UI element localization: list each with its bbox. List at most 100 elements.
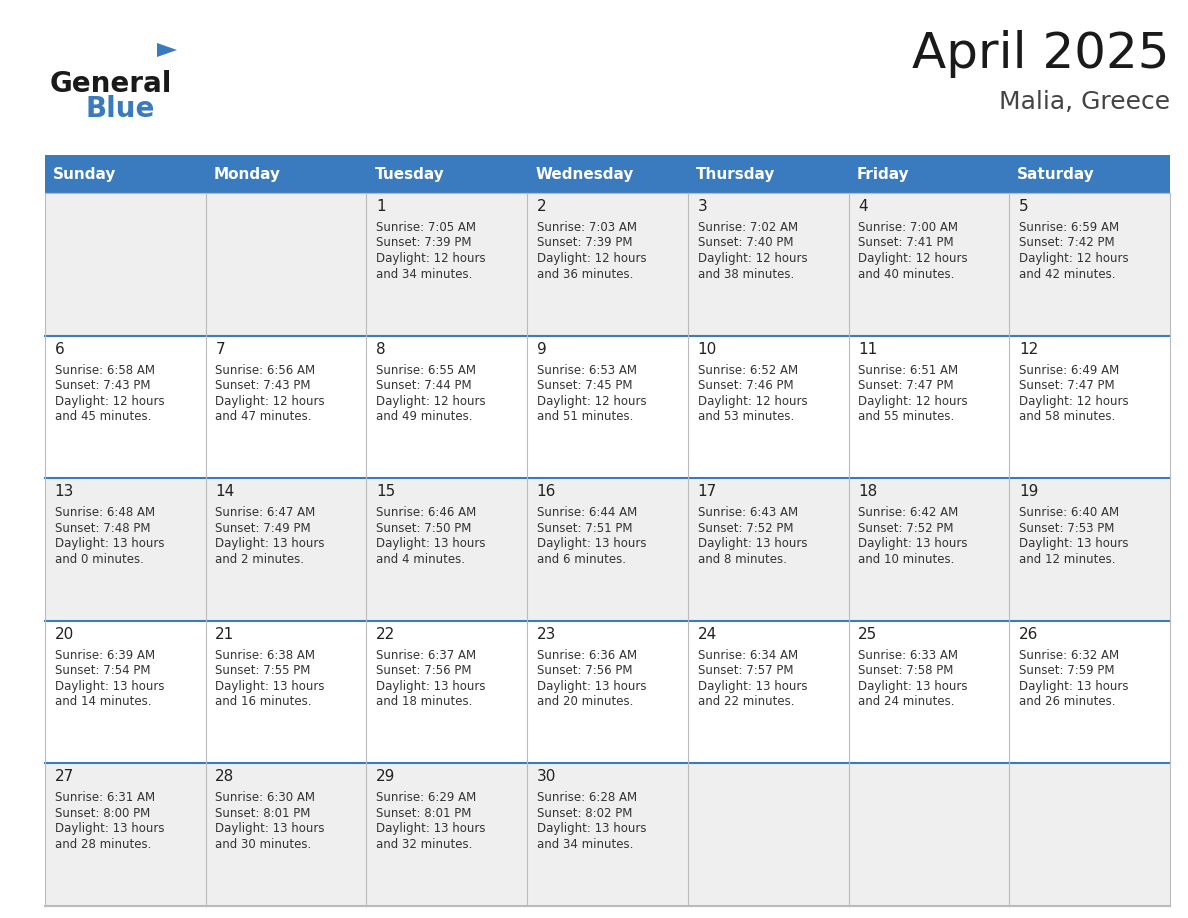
Text: and 22 minutes.: and 22 minutes. (697, 695, 794, 709)
Text: April 2025: April 2025 (912, 30, 1170, 78)
Bar (45, 155, 1170, 193)
Text: and 47 minutes.: and 47 minutes. (215, 410, 312, 423)
Text: and 49 minutes.: and 49 minutes. (377, 410, 473, 423)
Text: Saturday: Saturday (1017, 166, 1095, 182)
Text: and 38 minutes.: and 38 minutes. (697, 267, 794, 281)
Text: 18: 18 (858, 484, 878, 499)
Text: Sunrise: 6:37 AM: Sunrise: 6:37 AM (377, 649, 476, 662)
Text: Daylight: 13 hours: Daylight: 13 hours (215, 823, 324, 835)
Text: and 20 minutes.: and 20 minutes. (537, 695, 633, 709)
Text: Sunrise: 6:40 AM: Sunrise: 6:40 AM (1019, 506, 1119, 520)
Text: Sunset: 7:40 PM: Sunset: 7:40 PM (697, 237, 794, 250)
Text: 25: 25 (858, 627, 878, 642)
Text: General: General (50, 70, 172, 98)
Bar (45, 336, 1170, 478)
Text: Sunset: 7:44 PM: Sunset: 7:44 PM (377, 379, 472, 392)
Text: 14: 14 (215, 484, 234, 499)
Text: Daylight: 13 hours: Daylight: 13 hours (377, 823, 486, 835)
Text: Sunrise: 6:31 AM: Sunrise: 6:31 AM (55, 791, 154, 804)
Text: Daylight: 13 hours: Daylight: 13 hours (55, 680, 164, 693)
Text: Daylight: 12 hours: Daylight: 12 hours (55, 395, 164, 408)
Text: Sunrise: 6:32 AM: Sunrise: 6:32 AM (1019, 649, 1119, 662)
Text: Sunrise: 6:33 AM: Sunrise: 6:33 AM (858, 649, 959, 662)
Text: and 32 minutes.: and 32 minutes. (377, 838, 473, 851)
Text: Sunset: 7:45 PM: Sunset: 7:45 PM (537, 379, 632, 392)
Text: Daylight: 12 hours: Daylight: 12 hours (377, 252, 486, 265)
Text: 20: 20 (55, 627, 74, 642)
Text: and 36 minutes.: and 36 minutes. (537, 267, 633, 281)
Text: Sunset: 7:46 PM: Sunset: 7:46 PM (697, 379, 794, 392)
Text: Monday: Monday (214, 166, 280, 182)
Polygon shape (157, 43, 177, 57)
Text: Sunset: 7:42 PM: Sunset: 7:42 PM (1019, 237, 1114, 250)
Text: Sunrise: 6:38 AM: Sunrise: 6:38 AM (215, 649, 315, 662)
Text: and 51 minutes.: and 51 minutes. (537, 410, 633, 423)
Text: Sunrise: 6:29 AM: Sunrise: 6:29 AM (377, 791, 476, 804)
Text: Daylight: 13 hours: Daylight: 13 hours (1019, 537, 1129, 550)
Text: Thursday: Thursday (696, 166, 776, 182)
Text: Sunrise: 7:00 AM: Sunrise: 7:00 AM (858, 221, 959, 234)
Bar (45, 478, 1170, 621)
Text: 2: 2 (537, 199, 546, 214)
Text: and 55 minutes.: and 55 minutes. (858, 410, 954, 423)
Text: Sunset: 7:47 PM: Sunset: 7:47 PM (1019, 379, 1114, 392)
Text: Sunset: 7:54 PM: Sunset: 7:54 PM (55, 665, 150, 677)
Text: Daylight: 13 hours: Daylight: 13 hours (377, 537, 486, 550)
Bar (45, 621, 1170, 764)
Text: Daylight: 13 hours: Daylight: 13 hours (697, 680, 807, 693)
Text: Daylight: 12 hours: Daylight: 12 hours (537, 395, 646, 408)
Text: 17: 17 (697, 484, 716, 499)
Text: 26: 26 (1019, 627, 1038, 642)
Text: 15: 15 (377, 484, 396, 499)
Text: and 10 minutes.: and 10 minutes. (858, 553, 955, 565)
Text: Sunrise: 6:56 AM: Sunrise: 6:56 AM (215, 364, 316, 376)
Text: and 58 minutes.: and 58 minutes. (1019, 410, 1116, 423)
Text: Daylight: 13 hours: Daylight: 13 hours (1019, 680, 1129, 693)
Text: Tuesday: Tuesday (374, 166, 444, 182)
Text: 9: 9 (537, 341, 546, 356)
Text: and 34 minutes.: and 34 minutes. (377, 267, 473, 281)
Text: 8: 8 (377, 341, 386, 356)
Text: Sunrise: 7:05 AM: Sunrise: 7:05 AM (377, 221, 476, 234)
Text: Sunrise: 6:59 AM: Sunrise: 6:59 AM (1019, 221, 1119, 234)
Text: and 34 minutes.: and 34 minutes. (537, 838, 633, 851)
Text: Daylight: 13 hours: Daylight: 13 hours (858, 680, 968, 693)
Text: Sunrise: 6:46 AM: Sunrise: 6:46 AM (377, 506, 476, 520)
Text: 23: 23 (537, 627, 556, 642)
Text: and 28 minutes.: and 28 minutes. (55, 838, 151, 851)
Text: and 24 minutes.: and 24 minutes. (858, 695, 955, 709)
Text: and 2 minutes.: and 2 minutes. (215, 553, 304, 565)
Text: Sunrise: 7:02 AM: Sunrise: 7:02 AM (697, 221, 797, 234)
Text: 27: 27 (55, 769, 74, 784)
Text: Daylight: 13 hours: Daylight: 13 hours (215, 537, 324, 550)
Text: Sunrise: 6:55 AM: Sunrise: 6:55 AM (377, 364, 476, 376)
Text: Sunset: 7:56 PM: Sunset: 7:56 PM (537, 665, 632, 677)
Text: Sunset: 7:53 PM: Sunset: 7:53 PM (1019, 521, 1114, 534)
Text: 1: 1 (377, 199, 386, 214)
Text: Daylight: 13 hours: Daylight: 13 hours (215, 680, 324, 693)
Text: Daylight: 12 hours: Daylight: 12 hours (377, 395, 486, 408)
Text: and 8 minutes.: and 8 minutes. (697, 553, 786, 565)
Text: and 4 minutes.: and 4 minutes. (377, 553, 465, 565)
Text: Sunset: 7:43 PM: Sunset: 7:43 PM (215, 379, 311, 392)
Text: Sunset: 7:58 PM: Sunset: 7:58 PM (858, 665, 954, 677)
Text: and 0 minutes.: and 0 minutes. (55, 553, 144, 565)
Text: Sunrise: 6:39 AM: Sunrise: 6:39 AM (55, 649, 154, 662)
Text: Sunset: 7:48 PM: Sunset: 7:48 PM (55, 521, 150, 534)
Text: Sunrise: 6:30 AM: Sunrise: 6:30 AM (215, 791, 315, 804)
Text: and 45 minutes.: and 45 minutes. (55, 410, 151, 423)
Text: Sunrise: 6:34 AM: Sunrise: 6:34 AM (697, 649, 797, 662)
Text: Daylight: 12 hours: Daylight: 12 hours (858, 395, 968, 408)
Text: Wednesday: Wednesday (535, 166, 633, 182)
Text: 5: 5 (1019, 199, 1029, 214)
Text: Daylight: 12 hours: Daylight: 12 hours (697, 395, 807, 408)
Text: Friday: Friday (857, 166, 909, 182)
Text: and 6 minutes.: and 6 minutes. (537, 553, 626, 565)
Text: Blue: Blue (86, 95, 154, 123)
Text: 4: 4 (858, 199, 868, 214)
Bar (45, 764, 1170, 906)
Text: Sunset: 7:59 PM: Sunset: 7:59 PM (1019, 665, 1114, 677)
Text: Daylight: 12 hours: Daylight: 12 hours (1019, 395, 1129, 408)
Text: Daylight: 13 hours: Daylight: 13 hours (537, 680, 646, 693)
Text: 19: 19 (1019, 484, 1038, 499)
